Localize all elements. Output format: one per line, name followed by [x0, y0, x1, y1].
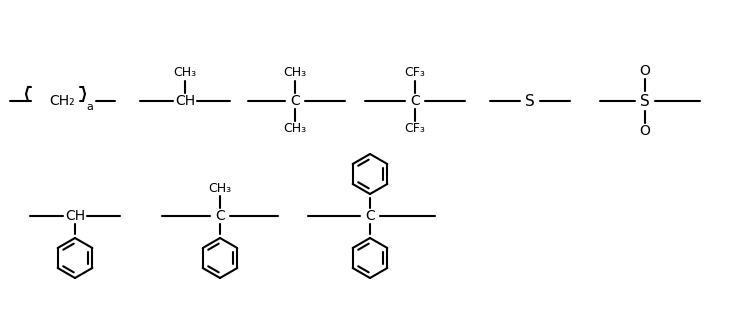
- Text: a: a: [87, 102, 94, 112]
- Text: CH: CH: [175, 94, 195, 108]
- Text: CH₃: CH₃: [284, 66, 307, 80]
- Text: CF₃: CF₃: [404, 123, 426, 135]
- Text: C: C: [215, 209, 225, 223]
- Text: S: S: [640, 93, 650, 108]
- Text: C: C: [410, 94, 420, 108]
- Text: CF₃: CF₃: [404, 66, 426, 80]
- Text: CH: CH: [65, 209, 85, 223]
- Text: CH₃: CH₃: [209, 181, 231, 195]
- Text: CH₃: CH₃: [173, 66, 197, 80]
- Text: C: C: [365, 209, 375, 223]
- Text: CH₂: CH₂: [49, 94, 75, 108]
- Text: CH₃: CH₃: [284, 123, 307, 135]
- Text: O: O: [640, 64, 650, 78]
- Text: O: O: [640, 124, 650, 138]
- Text: C: C: [290, 94, 300, 108]
- Text: S: S: [525, 93, 535, 108]
